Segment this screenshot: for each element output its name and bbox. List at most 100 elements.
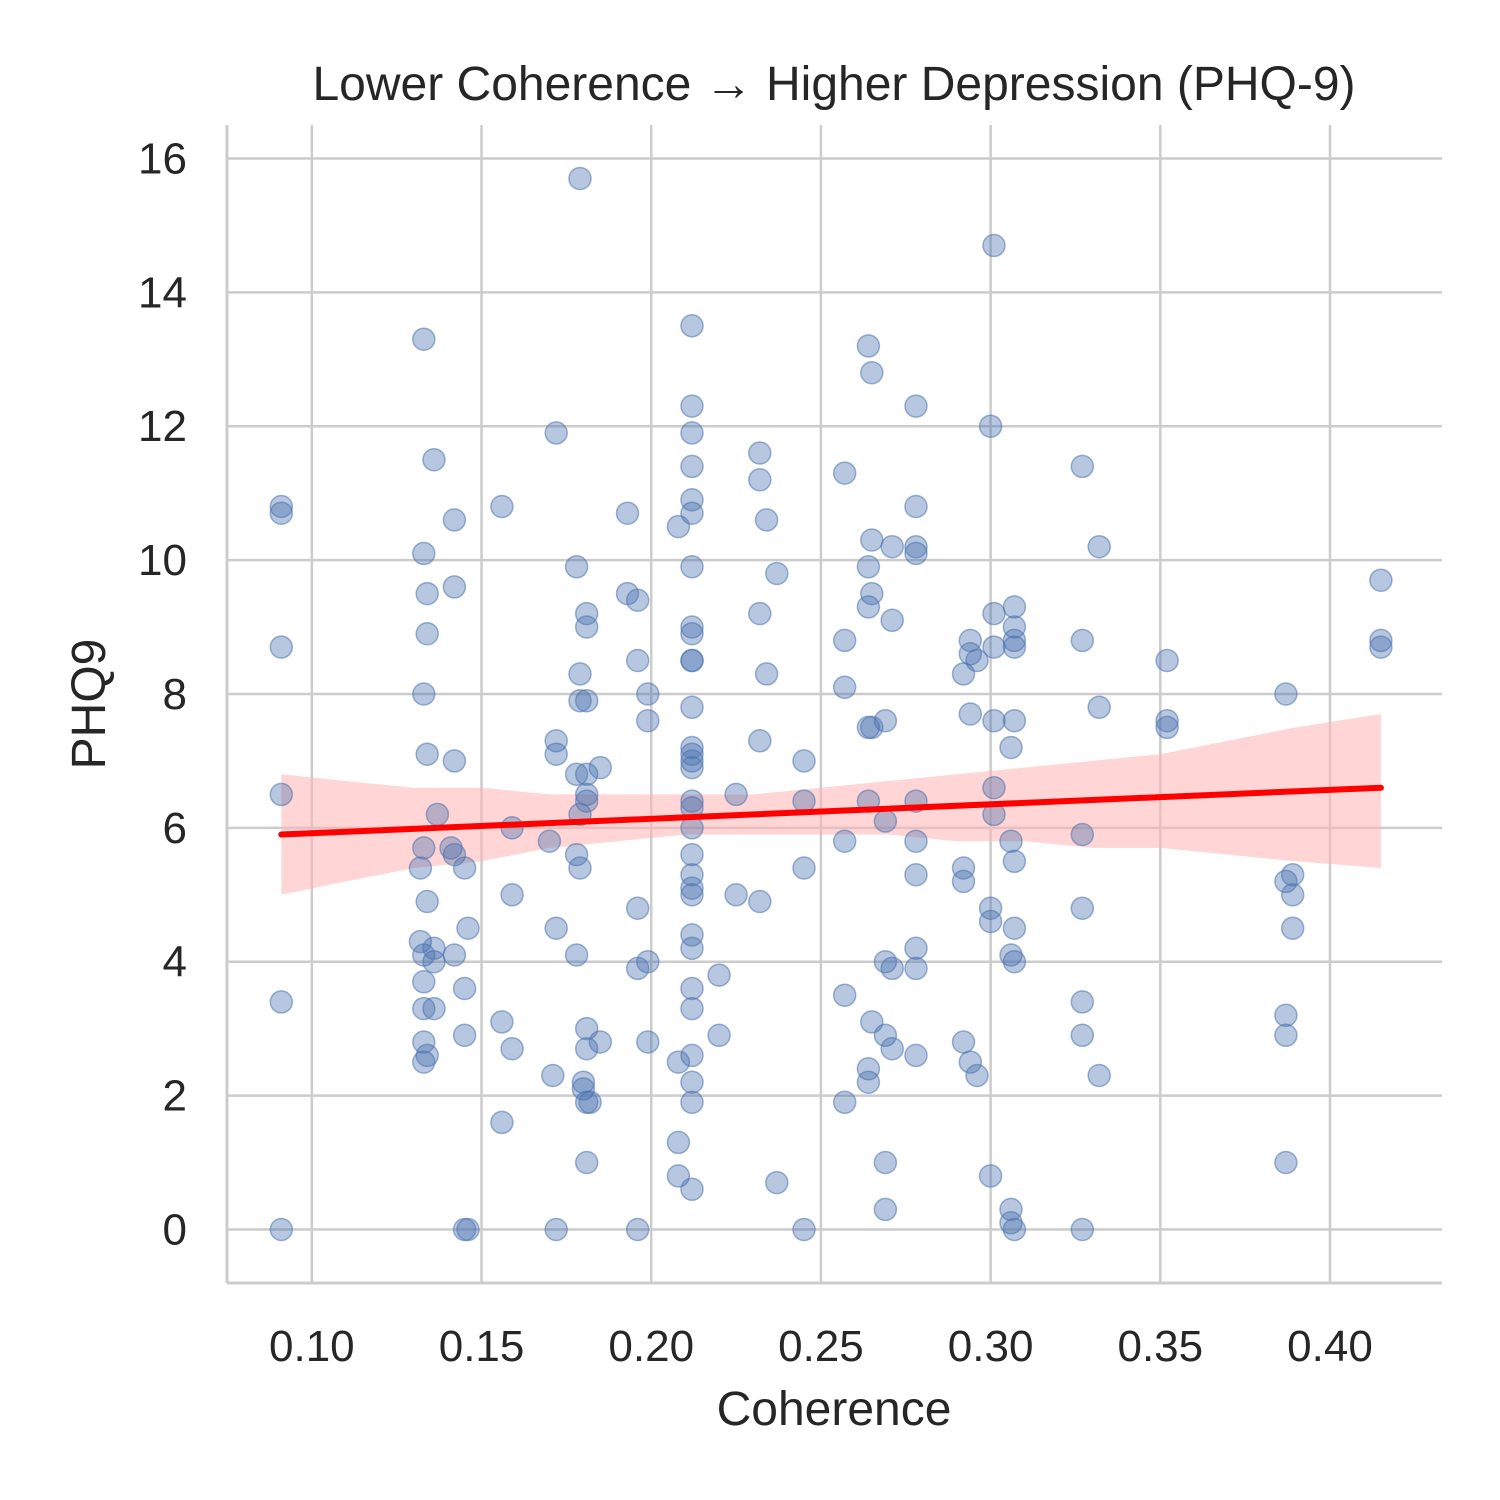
scatter-point — [415, 742, 439, 766]
scatter-point — [880, 608, 904, 633]
y-tick-labels: 0 2 4 6 8 10 12 14 16 — [138, 134, 187, 1254]
scatter-point — [544, 729, 568, 753]
scatter-point — [680, 501, 704, 525]
scatter-point — [1002, 615, 1027, 639]
regression-line-group — [278, 784, 1384, 838]
chart-title: Lower Coherence → Higher Depression (PHQ… — [312, 58, 1355, 111]
scatter-point — [873, 1150, 898, 1175]
scatter-point — [442, 943, 467, 967]
scatter-point — [1070, 628, 1095, 653]
scatter-point — [999, 943, 1023, 967]
scatter-point — [873, 949, 898, 974]
scatter-point — [1280, 883, 1305, 907]
scatter-point — [680, 1070, 704, 1094]
scatter-point — [574, 762, 599, 787]
scatter-point — [904, 541, 928, 566]
scatter-point — [978, 896, 1003, 920]
scatter-point — [537, 829, 562, 853]
scatter-point — [999, 829, 1023, 853]
scatter-point — [999, 735, 1023, 760]
scatter-point — [625, 648, 650, 673]
scatter-point — [578, 1090, 602, 1115]
scatter-point — [425, 802, 450, 827]
scatter-point — [625, 1217, 650, 1242]
y-tick-label: 10 — [138, 536, 187, 585]
scatter-point — [880, 956, 904, 981]
scatter-point — [1070, 822, 1095, 847]
scatter-point — [422, 949, 446, 974]
scatter-point — [442, 508, 467, 532]
scatter-point — [873, 809, 898, 833]
scatter-point — [541, 1063, 565, 1088]
scatter-point — [680, 996, 704, 1021]
scatter-point — [412, 1030, 436, 1054]
scatter-point — [568, 166, 592, 191]
scatter-point — [904, 494, 928, 519]
scatter-point — [456, 916, 480, 940]
scatter-point — [1070, 454, 1095, 479]
scatter-point — [568, 856, 592, 880]
scatter-point — [904, 956, 928, 981]
scatter-point — [707, 963, 731, 987]
x-tick-label: 0.25 — [778, 1322, 864, 1371]
scatter-point — [680, 314, 704, 338]
scatter-point — [625, 896, 650, 920]
scatter-point — [904, 534, 928, 559]
y-tick-label: 16 — [138, 134, 187, 183]
confidence-interval-band — [281, 714, 1381, 895]
scatter-point — [1002, 949, 1027, 974]
scatter-point — [636, 708, 660, 733]
scatter-point — [904, 936, 928, 961]
scatter-point — [1280, 862, 1305, 887]
scatter-point — [680, 695, 704, 720]
x-tick-labels: 0.10 0.15 0.20 0.25 0.30 0.35 0.40 — [269, 1322, 1373, 1371]
scatter-point — [1155, 648, 1179, 673]
scatter-point — [500, 1036, 524, 1061]
scatter-point — [680, 421, 704, 445]
scatter-point — [574, 1036, 599, 1061]
scatter-point — [1087, 534, 1111, 559]
scatter-point — [792, 856, 816, 880]
scatter-point — [571, 1077, 596, 1101]
scatter-point — [564, 555, 589, 579]
scatter-point — [680, 394, 704, 418]
scatter-point — [452, 856, 477, 880]
scatter-point — [1070, 896, 1095, 920]
scatter-point — [574, 782, 599, 807]
scatter-point — [860, 528, 884, 552]
scatter-point — [1002, 849, 1027, 874]
scatter-point — [588, 755, 613, 780]
scatter-point — [748, 441, 772, 465]
scatter-point — [408, 856, 433, 880]
scatter-point — [999, 1197, 1023, 1222]
scatter-point — [1369, 635, 1393, 659]
scatter-point — [832, 675, 857, 700]
scatter-point — [571, 1070, 596, 1094]
scatter-point — [680, 1043, 704, 1068]
scatter-point — [1070, 990, 1095, 1014]
scatter-point — [748, 468, 772, 492]
scatter-point — [1002, 628, 1027, 653]
scatter-point — [636, 682, 660, 706]
scatter-point — [999, 1211, 1023, 1235]
scatter-point — [965, 1063, 989, 1088]
scatter-point — [792, 789, 816, 813]
scatter-point — [982, 775, 1006, 800]
y-tick-label: 8 — [163, 670, 187, 719]
scatter-point — [765, 561, 789, 586]
scatter-point — [680, 755, 704, 780]
scatter-point — [951, 869, 976, 894]
x-tick-label: 0.35 — [1117, 1322, 1203, 1371]
scatter-point — [748, 729, 772, 753]
y-tick-label: 2 — [163, 1072, 187, 1121]
scatter-point — [860, 581, 884, 606]
scatter-point — [412, 836, 436, 860]
y-tick-label: 6 — [163, 804, 187, 853]
confidence-band — [281, 714, 1381, 895]
scatter-point — [680, 862, 704, 887]
scatter-point — [951, 1030, 976, 1054]
scatter-point — [680, 735, 704, 760]
scatter-point — [412, 682, 436, 706]
scatter-point — [754, 508, 779, 532]
